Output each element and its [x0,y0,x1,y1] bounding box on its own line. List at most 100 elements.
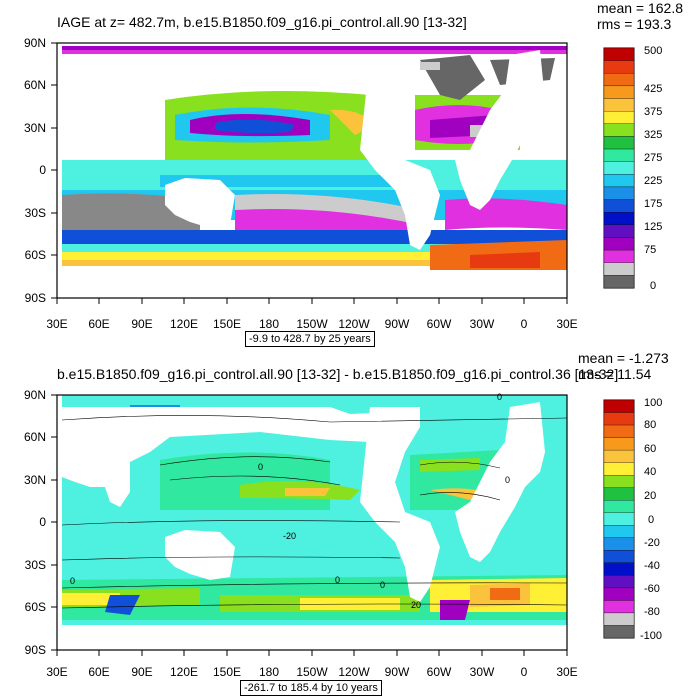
colorbar-label: 0 [648,514,655,526]
lon-label: 30E [556,665,578,679]
colorbar-label: 275 [644,152,663,164]
colorbar-swatch [603,161,635,175]
contour-label: 0 [380,580,386,590]
colorbar-label: 125 [644,221,663,233]
lon-label: 0 [520,665,528,679]
lon-label: 30E [46,665,68,679]
colorbar-swatch [603,625,635,639]
colorbar-label: 325 [644,129,663,141]
lon-label: 120W [338,317,370,331]
contour-label: 0 [335,575,341,585]
iage-rms-text: rms = 193.3 [597,16,672,32]
colorbar-swatch [603,537,635,551]
colorbar-swatch [603,525,635,538]
difference-range-box: -261.7 to 185.4 by 10 years [240,680,382,696]
lon-label: 150W [296,317,328,331]
lat-label: 0 [39,163,46,177]
colorbar-swatch [603,449,635,463]
colorbar-swatch [603,262,635,276]
lon-label: 120W [338,665,370,679]
colorbar-swatch [603,487,635,501]
difference-land-mask [62,402,567,650]
colorbar-label: 20 [644,490,657,502]
colorbar-swatch [603,249,635,263]
contour-label: 0 [505,475,511,485]
colorbar-label: 60 [644,443,657,455]
difference-map-title: b.e15.B1850.f09_g16.pi_control.all.90 [1… [57,366,619,382]
colorbar-swatch [603,600,635,614]
contour-label: 0 [70,576,76,586]
colorbar-swatch [603,587,635,601]
lon-label: 30E [556,317,578,331]
difference-rms-text: rms = 11.54 [578,366,652,382]
colorbar-label: 375 [644,106,663,118]
colorbar-label: -80 [644,606,660,618]
iage-map-panel: IAGE at z= 482.7m, b.e15.B1850.f09_g16.p… [23,0,684,347]
difference-map-panel: b.e15.B1850.f09_g16.pi_control.all.90 [1… [0,350,700,700]
lon-label: 90W [384,317,410,331]
colorbar-swatch [603,111,635,124]
colorbar-swatch [603,575,635,589]
colorbar-swatch [603,199,635,213]
colorbar-swatch [603,85,635,99]
difference-axis-ticks [51,394,568,656]
lon-label: 30W [469,665,495,679]
colorbar-label: -100 [640,630,663,642]
iage-colorbar-swatches [603,47,635,289]
lon-label: 180 [258,665,280,679]
contour-label: 0 [497,392,503,402]
lat-label: 60N [23,78,46,92]
lon-label: 120E [169,665,199,679]
colorbar-swatch [603,550,635,563]
colorbar-label: 225 [644,175,663,187]
colorbar-label: -20 [644,537,660,549]
lon-label: 30W [469,317,495,331]
lon-label: 90W [384,665,410,679]
colorbar-label: 80 [644,419,657,431]
colorbar-swatch [603,237,635,251]
lat-label: 90N [23,36,46,50]
difference-contours [61,415,568,609]
colorbar-swatch [603,562,635,576]
difference-colorbar-swatches [603,399,635,639]
lon-label: 150E [212,665,242,679]
lon-label: 180 [258,317,280,331]
difference-map-svg [51,394,635,656]
colorbar-label: 425 [644,83,663,95]
iage-mean-text: mean = 162.8 [597,0,684,16]
lon-label: 60W [426,665,452,679]
colorbar-label: 0 [650,280,657,292]
colorbar-label: 75 [644,244,657,256]
lon-label: 90E [131,317,153,331]
colorbar-swatch [603,148,635,162]
lat-label: 60S [24,600,46,614]
colorbar-swatch [603,424,635,438]
colorbar-swatch [603,475,635,488]
colorbar-swatch [603,462,635,476]
iage-map-svg [51,42,635,304]
iage-land-mask [62,50,567,298]
lon-label: 60E [88,317,110,331]
colorbar-label: 500 [644,45,663,57]
colorbar-swatch [603,212,635,225]
iage-axis-ticks [51,42,568,304]
iage-range-box: -9.9 to 428.7 by 25 years [245,331,375,347]
colorbar-swatch [603,73,635,87]
lat-label: 60S [24,248,46,262]
contour-label: -20 [283,531,297,541]
colorbar-swatch [603,174,635,188]
lon-label: 90E [131,665,153,679]
colorbar-swatch [603,275,635,289]
colorbar-label: 175 [644,198,663,210]
lon-label: 60E [88,665,110,679]
colorbar-swatch [603,399,635,413]
colorbar-swatch [603,123,635,137]
colorbar-swatch [603,47,635,61]
colorbar-swatch [603,136,635,150]
colorbar-label: -40 [644,560,660,572]
lon-label: 150W [296,665,328,679]
lon-label: 0 [520,317,528,331]
colorbar-swatch [603,512,635,526]
iage-map-title: IAGE at z= 482.7m, b.e15.B1850.f09_g16.p… [57,14,467,30]
colorbar-swatch [603,186,635,200]
